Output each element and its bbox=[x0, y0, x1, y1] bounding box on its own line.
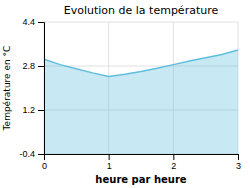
tick: 1.2 bbox=[22, 105, 44, 115]
tick: 3 bbox=[236, 154, 241, 171]
axis-line bbox=[45, 155, 239, 161]
tick-mark bbox=[38, 22, 44, 23]
tick-mark bbox=[238, 154, 239, 160]
tick-label: 1 bbox=[107, 161, 112, 171]
tick-label: -0.4 bbox=[19, 149, 35, 159]
tick: 2.8 bbox=[22, 61, 44, 71]
plot: 0 1 2 3 -0.4 1.2 2.8 4.4 bbox=[19, 17, 241, 171]
grid bbox=[44, 22, 238, 154]
axis-line bbox=[38, 23, 45, 155]
tick: 0 bbox=[42, 154, 47, 171]
tick-mark bbox=[38, 154, 44, 155]
area bbox=[44, 50, 238, 154]
y-axis-title: Température en °C bbox=[2, 46, 12, 132]
marks bbox=[44, 50, 238, 154]
tick-label: 0 bbox=[42, 161, 47, 171]
tick-mark bbox=[109, 154, 110, 160]
title: Evolution de la température bbox=[64, 4, 219, 17]
tick-label: 2.8 bbox=[22, 61, 35, 71]
grid-line-y bbox=[44, 22, 238, 23]
y-axis: -0.4 1.2 2.8 4.4 bbox=[19, 17, 44, 159]
tick: 1 bbox=[107, 154, 112, 171]
chart: 0 1 2 3 -0.4 1.2 2.8 4.4 Evolution de la tempéra… bbox=[0, 0, 250, 188]
tick: 4.4 bbox=[22, 17, 44, 27]
x-axis-title: heure par heure bbox=[95, 174, 186, 185]
tick-label: 3 bbox=[236, 161, 241, 171]
tick-label: 1.2 bbox=[22, 105, 35, 115]
tick-mark bbox=[38, 66, 44, 67]
tick-label: 4.4 bbox=[22, 17, 35, 27]
x-axis: 0 1 2 3 bbox=[42, 154, 241, 171]
tick: 2 bbox=[171, 154, 176, 171]
tick-label: 2 bbox=[171, 161, 176, 171]
tick-mark bbox=[173, 154, 174, 160]
tick: -0.4 bbox=[19, 149, 44, 159]
tick-mark bbox=[38, 110, 44, 111]
line bbox=[44, 50, 238, 76]
